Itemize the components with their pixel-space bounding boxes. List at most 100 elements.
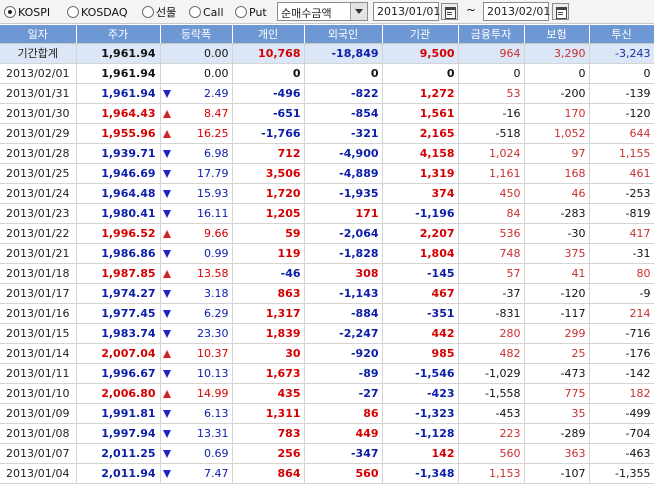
calendar-icon[interactable] <box>552 3 569 20</box>
table-row[interactable]: 2013/01/22 1,996.52 9.66 59 -2,064 2,207 536 -3… <box>0 223 654 244</box>
foreign-cell: -1,935 <box>304 183 383 204</box>
trust-cell: -142 <box>589 363 654 384</box>
change-cell: 6.98 <box>160 143 233 164</box>
institution-cell: -1,348 <box>382 463 459 484</box>
table-row[interactable]: 2013/01/14 2,007.04 10.37 30 -920 985 482 25 -17… <box>0 343 654 364</box>
radio-kospi[interactable]: KOSPI <box>4 4 50 20</box>
institution-cell: -351 <box>382 303 459 324</box>
total-close: 1,961.94 <box>76 43 161 64</box>
table-row[interactable]: 2013/02/01 1,961.94 0.00 0 0 0 0 0 0 <box>0 63 654 84</box>
trust-cell: -463 <box>589 443 654 464</box>
total-change: 0.00 <box>160 43 233 64</box>
trust-cell: 461 <box>589 163 654 184</box>
change-cell: 10.13 <box>160 363 233 384</box>
insurance-cell: -200 <box>524 83 590 104</box>
date-cell: 2013/01/29 <box>0 123 77 144</box>
fin-invest-cell: 536 <box>458 223 525 244</box>
mode-select-value: 순매수금액 <box>281 7 332 20</box>
trust-cell: -253 <box>589 183 654 204</box>
radio-futures-dot[interactable] <box>142 6 154 18</box>
individual-cell: 3,506 <box>232 163 305 184</box>
end-date-input[interactable]: 2013/02/01 <box>483 2 550 21</box>
radio-put[interactable]: Put <box>235 4 267 20</box>
calendar-icon[interactable] <box>441 3 458 20</box>
col-header-date[interactable]: 일자 <box>0 25 77 44</box>
investor-trading-table: 일자 주가 등락폭 개인 외국인 기관 금융투자 보험 투신 기간합계 1,96… <box>0 25 654 484</box>
radio-kosdaq-dot[interactable] <box>67 6 79 18</box>
date-cell: 2013/02/01 <box>0 63 77 84</box>
institution-cell: 2,165 <box>382 123 459 144</box>
change-value: 16.25 <box>197 126 229 140</box>
trust-cell: 1,155 <box>589 143 654 164</box>
foreign-cell: 449 <box>304 423 383 444</box>
table-row[interactable]: 2013/01/25 1,946.69 17.79 3,506 -4,889 1,319 1… <box>0 163 654 184</box>
col-header-close[interactable]: 주가 <box>76 25 161 44</box>
col-header-fin-invest[interactable]: 금융투자 <box>458 25 525 44</box>
insurance-cell: 170 <box>524 103 590 124</box>
individual-cell: 1,673 <box>232 363 305 384</box>
trust-cell: 182 <box>589 383 654 404</box>
table-row[interactable]: 2013/01/10 2,006.80 14.99 435 -27 -423 -1,558 7… <box>0 383 654 404</box>
toolbar: KOSPI KOSDAQ 선물 Call Put 순매수금액 2013/01/0… <box>0 0 654 24</box>
insurance-cell: 1,052 <box>524 123 590 144</box>
table-row[interactable]: 2013/01/23 1,980.41 16.11 1,205 171 -1,196 84-… <box>0 203 654 224</box>
foreign-cell: -2,247 <box>304 323 383 344</box>
table-row[interactable]: 2013/01/18 1,987.85 13.58 -46 308 -145 57 41 80 <box>0 263 654 284</box>
trust-cell: 644 <box>589 123 654 144</box>
up-arrow-icon <box>162 349 171 358</box>
table-row[interactable]: 2013/01/04 2,011.94 7.47 864 560 -1,348 1,153-… <box>0 463 654 484</box>
radio-call-dot[interactable] <box>189 6 201 18</box>
down-arrow-icon <box>162 409 171 418</box>
fin-invest-cell: -37 <box>458 283 525 304</box>
fin-invest-cell: -1,029 <box>458 363 525 384</box>
close-cell: 1,974.27 <box>76 283 161 304</box>
table-row[interactable]: 2013/01/21 1,986.86 0.99 119 -1,828 1,804 748 3… <box>0 243 654 264</box>
col-header-insurance[interactable]: 보험 <box>524 25 590 44</box>
trust-cell: -1,355 <box>589 463 654 484</box>
down-arrow-icon <box>162 289 171 298</box>
up-arrow-icon <box>162 129 171 138</box>
fin-invest-cell: 482 <box>458 343 525 364</box>
table-row[interactable]: 2013/01/08 1,997.94 13.31 783 449 -1,128 223 -2… <box>0 423 654 444</box>
up-arrow-icon <box>162 389 171 398</box>
mode-select[interactable]: 순매수금액 <box>277 2 368 21</box>
col-header-trust[interactable]: 투신 <box>589 25 654 44</box>
change-value: 6.98 <box>204 146 229 160</box>
fin-invest-cell: 84 <box>458 203 525 224</box>
close-cell: 1,955.96 <box>76 123 161 144</box>
table-row[interactable]: 2013/01/07 2,011.25 0.69 256 -347 142 560 363 -4… <box>0 443 654 464</box>
fin-invest-cell: 748 <box>458 243 525 264</box>
date-cell: 2013/01/09 <box>0 403 77 424</box>
table-row[interactable]: 2013/01/17 1,974.27 3.18 863 -1,143 467 -37 -12… <box>0 283 654 304</box>
table-row[interactable]: 2013/01/16 1,977.45 6.29 1,317 -884 -351 -831-… <box>0 303 654 324</box>
dropdown-arrow-icon[interactable] <box>350 3 367 20</box>
radio-kosdaq[interactable]: KOSDAQ <box>67 4 128 20</box>
foreign-cell: 86 <box>304 403 383 424</box>
start-date-input[interactable]: 2013/01/01 <box>373 2 440 21</box>
col-header-institution[interactable]: 기관 <box>382 25 459 44</box>
col-header-individual[interactable]: 개인 <box>232 25 305 44</box>
radio-kospi-dot[interactable] <box>4 6 16 18</box>
change-cell: 16.11 <box>160 203 233 224</box>
total-row[interactable]: 기간합계 1,961.94 0.00 10,768 -18,849 9,500 … <box>0 43 654 64</box>
table-row[interactable]: 2013/01/09 1,991.81 6.13 1,311 86 -1,323 -453 3… <box>0 403 654 424</box>
radio-call[interactable]: Call <box>189 4 224 20</box>
fin-invest-cell: 560 <box>458 443 525 464</box>
table-row[interactable]: 2013/01/24 1,964.48 15.93 1,720 -1,935 374 450… <box>0 183 654 204</box>
table-row[interactable]: 2013/01/29 1,955.96 16.25 -1,766 -321 2,165 -5… <box>0 123 654 144</box>
table-row[interactable]: 2013/01/15 1,983.74 23.30 1,839 -2,247 442 280… <box>0 323 654 344</box>
change-cell: 6.29 <box>160 303 233 324</box>
institution-cell: 4,158 <box>382 143 459 164</box>
insurance-cell: 363 <box>524 443 590 464</box>
close-cell: 1,980.41 <box>76 203 161 224</box>
radio-put-dot[interactable] <box>235 6 247 18</box>
fin-invest-cell: 1,024 <box>458 143 525 164</box>
col-header-foreign[interactable]: 외국인 <box>304 25 383 44</box>
insurance-cell: 0 <box>524 63 590 84</box>
radio-futures[interactable]: 선물 <box>142 4 176 20</box>
col-header-change[interactable]: 등락폭 <box>160 25 233 44</box>
table-row[interactable]: 2013/01/28 1,939.71 6.98 712 -4,900 4,158 1,02… <box>0 143 654 164</box>
table-row[interactable]: 2013/01/11 1,996.67 10.13 1,673 -89 -1,546 -1,… <box>0 363 654 384</box>
table-row[interactable]: 2013/01/31 1,961.94 2.49 -496 -822 1,272 53 -20… <box>0 83 654 104</box>
table-row[interactable]: 2013/01/30 1,964.43 8.47 -651 -854 1,561 -16 17… <box>0 103 654 124</box>
